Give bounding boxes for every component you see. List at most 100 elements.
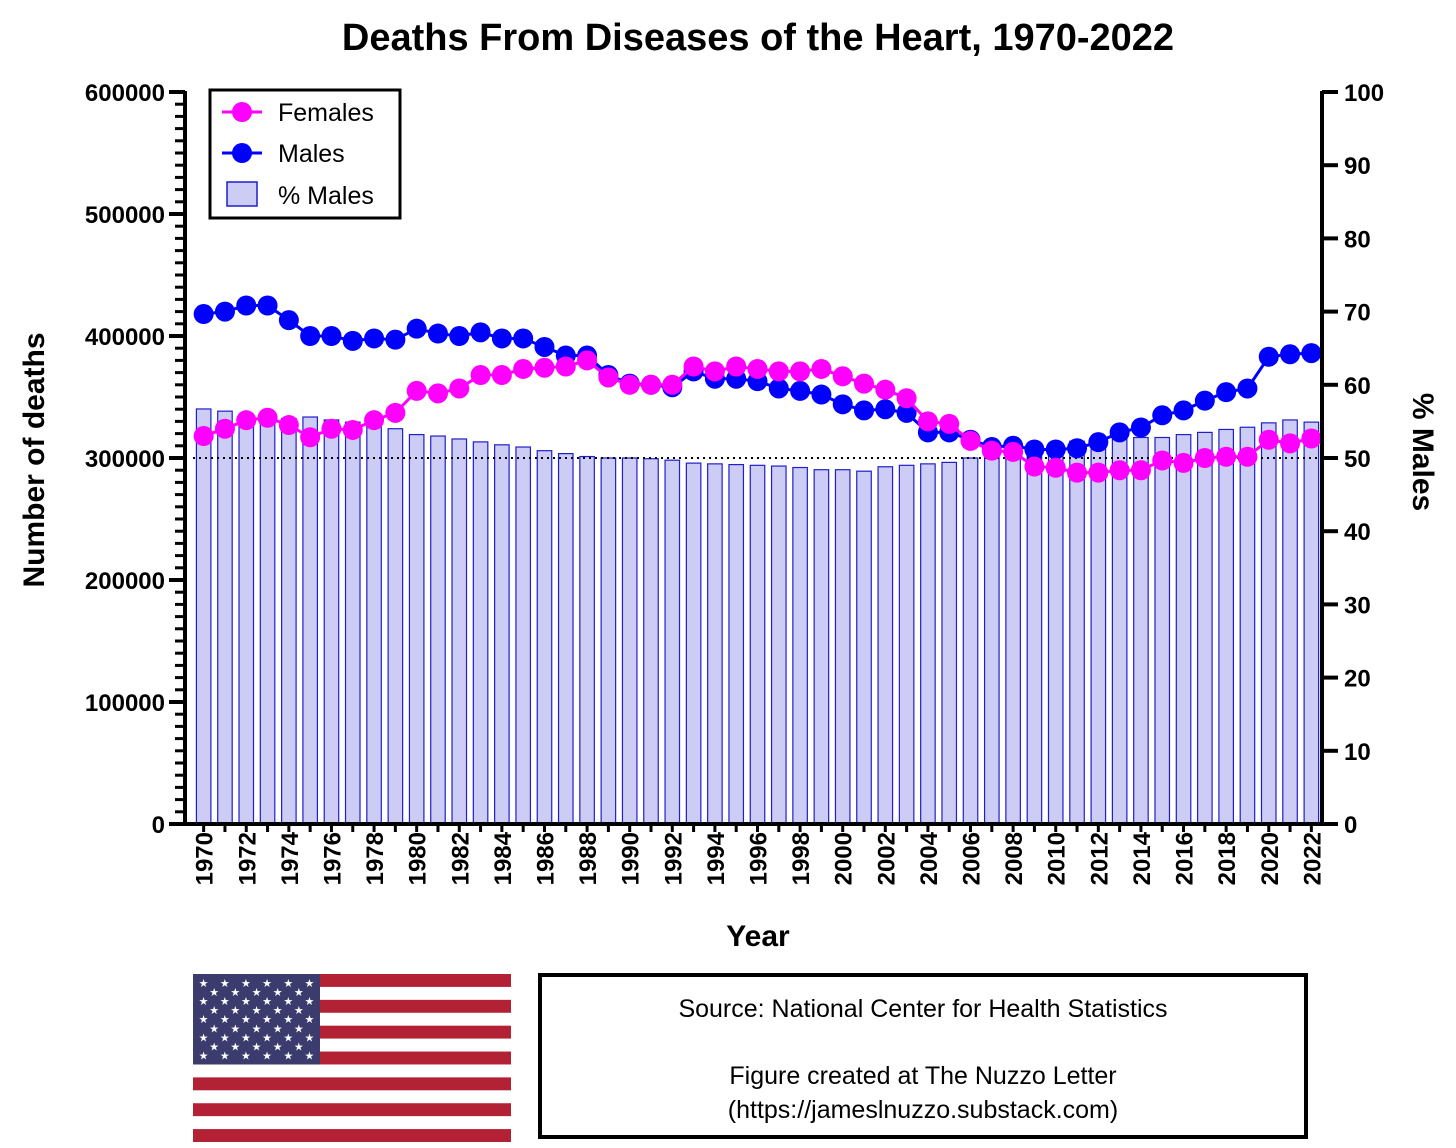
point-females-2000 (832, 366, 853, 387)
x-tick-label: 1994 (703, 831, 730, 885)
x-tick-label: 1990 (618, 832, 645, 885)
flag-canton (193, 974, 320, 1065)
flag-stripe (193, 1064, 511, 1078)
bar-pct-males-2020 (1260, 422, 1277, 825)
flag-star: ★ (252, 1022, 262, 1035)
point-females-1994 (704, 361, 725, 382)
x-tick-label: 1982 (447, 832, 474, 885)
point-females-1993 (683, 356, 704, 377)
bar-pct-males-1986 (536, 450, 553, 825)
point-females-2006 (960, 430, 981, 451)
x-tick-label: 2014 (1129, 831, 1156, 885)
bar-pct-males-1996 (749, 464, 766, 825)
flag-star: ★ (241, 1013, 251, 1026)
bar-pct-males-1970 (195, 408, 212, 825)
point-females-1975 (300, 427, 321, 448)
flag-star: ★ (283, 1031, 293, 1044)
point-females-1985 (513, 358, 534, 379)
y2-tick-label: 30 (1344, 592, 1371, 619)
y2-tick-label: 0 (1344, 812, 1357, 839)
bar-pct-males-1982 (451, 438, 468, 825)
point-males-1977 (342, 330, 363, 351)
flag-star: ★ (252, 1004, 262, 1017)
point-males-2013 (1109, 422, 1130, 443)
x-tick-label: 1986 (532, 832, 559, 885)
x-tick-label: 1984 (490, 831, 517, 885)
flag-star: ★ (241, 977, 251, 990)
bar-pct-males-2004 (920, 463, 936, 825)
y2-tick-label: 20 (1344, 666, 1371, 693)
x-tick-label: 2008 (1001, 832, 1028, 885)
flag-star: ★ (199, 995, 209, 1008)
point-males-2011 (1067, 438, 1088, 459)
source-text: Source: National Center for Health Stati… (678, 995, 1168, 1023)
point-females-1989 (598, 367, 619, 388)
point-females-1990 (619, 374, 640, 395)
x-tick-label: 1978 (362, 832, 389, 885)
x-axis-label: Year (726, 920, 790, 953)
credit-url-text: (https://jameslnuzzo.substack.com) (727, 1096, 1119, 1124)
point-males-1976 (321, 326, 342, 346)
flag-star: ★ (220, 1013, 230, 1026)
y-tick-label: 0 (152, 812, 165, 839)
bar-pct-males-1993 (685, 462, 702, 825)
bar-pct-males-2006 (962, 457, 979, 825)
credit-text: Figure created at The Nuzzo Letter (729, 1062, 1117, 1090)
bar-pct-males-1984 (494, 444, 510, 825)
us-flag-image: ★ ★ ★ ★ ★ ★★ ★ ★ ★ ★★ ★ ★ ★ ★ ★★ ★ ★ ★ ★★ ★ ★ ★ ★ ★★ ★ ★ ★ ★★ ★ ★ ★ ★ ★★… (193, 974, 511, 1142)
point-females-2017 (1194, 448, 1215, 468)
point-females-2003 (896, 388, 917, 409)
point-females-1982 (449, 378, 470, 399)
flag-star: ★ (252, 986, 262, 999)
flag-star: ★ (209, 986, 219, 999)
point-males-2020 (1258, 346, 1279, 367)
flag-star: ★ (294, 1040, 304, 1053)
flag-star: ★ (220, 1031, 230, 1044)
bar-pct-males-1997 (770, 465, 787, 825)
flag-star: ★ (294, 1022, 304, 1035)
point-males-2003 (896, 402, 917, 423)
bar-pct-males-2000 (834, 469, 851, 825)
flag-star: ★ (199, 1031, 209, 1044)
flag-star: ★ (209, 1022, 219, 1035)
flag-star: ★ (252, 1040, 262, 1053)
point-males-2021 (1280, 344, 1301, 365)
point-females-2022 (1301, 428, 1322, 449)
point-females-1986 (534, 357, 555, 378)
point-males-1986 (534, 336, 555, 357)
flag-star: ★ (241, 1031, 251, 1044)
x-tick-label: 1988 (575, 832, 602, 885)
bar-pct-males-2019 (1239, 426, 1256, 825)
y2-axis-label: % Males (1406, 393, 1439, 511)
point-females-1997 (768, 361, 789, 382)
point-females-2010 (1045, 457, 1066, 478)
point-males-1981 (427, 323, 448, 344)
bar-pct-males-1978 (366, 424, 382, 825)
point-males-2002 (875, 399, 896, 420)
point-females-2015 (1152, 450, 1173, 471)
y-tick-label: 600000 (85, 80, 165, 107)
bar-pct-males-1999 (813, 469, 830, 825)
bar-pct-males-1977 (344, 421, 361, 825)
point-females-1971 (214, 418, 235, 439)
axes-layer: 0 100000 200000 300000 400000 500000 600000 0 10… (85, 80, 1384, 885)
bar-pct-males-1992 (664, 459, 681, 825)
chart: Deaths From Diseases of the Heart, 1970-… (18, 17, 1439, 953)
flag-star: ★ (220, 995, 230, 1008)
bar-pct-males-1971 (217, 410, 233, 825)
flag-star: ★ (262, 995, 272, 1008)
x-tick-label: 2016 (1172, 832, 1199, 885)
x-tick-label: 2022 (1299, 832, 1326, 885)
bar-pct-males-1975 (302, 416, 319, 825)
flag-star: ★ (283, 977, 293, 990)
flag-star: ★ (241, 995, 251, 1008)
point-females-1978 (364, 410, 385, 431)
point-males-2015 (1152, 405, 1173, 426)
y-tick-label: 400000 (85, 324, 165, 351)
legend-females-label: Females (278, 99, 374, 127)
flag-star: ★ (283, 995, 293, 1008)
point-males-2022 (1301, 343, 1322, 364)
point-males-2012 (1088, 432, 1109, 453)
bar-pct-males-2007 (983, 453, 1000, 825)
flag-star: ★ (304, 1031, 314, 1044)
